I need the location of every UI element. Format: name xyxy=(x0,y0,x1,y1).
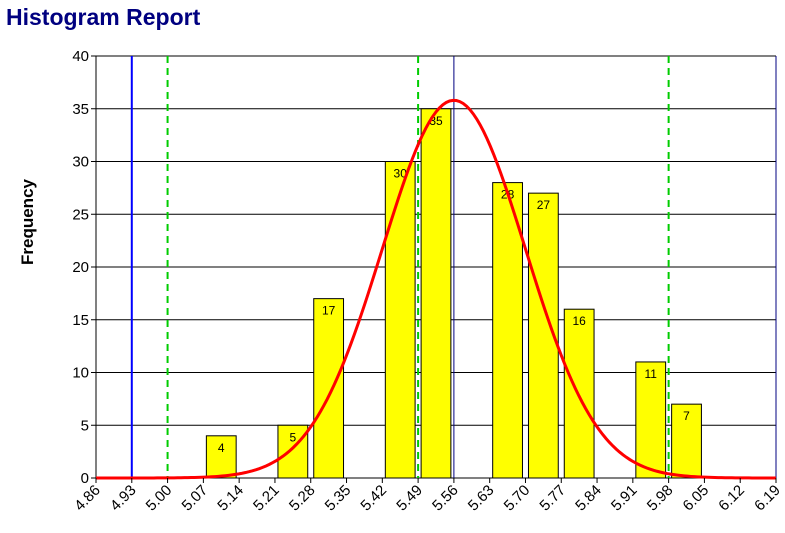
y-tick-label: 15 xyxy=(72,312,89,329)
y-tick-label: 10 xyxy=(72,365,89,382)
bar-value-label: 11 xyxy=(645,367,658,381)
histogram-bar xyxy=(492,182,523,479)
x-tick-label: 5.56 xyxy=(429,482,462,515)
bar-value-label: 27 xyxy=(537,198,551,212)
histogram-bar xyxy=(671,403,702,479)
page-title: Histogram Report xyxy=(6,4,201,30)
y-tick-label: 5 xyxy=(81,417,89,434)
x-tick-label: 5.21 xyxy=(250,482,283,515)
histogram-bar xyxy=(420,108,452,479)
histogram-bar xyxy=(205,435,237,479)
histogram-bar xyxy=(384,161,416,479)
normal-curve xyxy=(96,98,776,480)
x-tick-label: 5.35 xyxy=(322,482,355,515)
x-tick-label: 4.93 xyxy=(107,482,140,515)
x-tick-label: 5.98 xyxy=(644,482,677,515)
y-tick-label: 30 xyxy=(72,154,89,171)
x-tick-label: 5.07 xyxy=(179,482,212,515)
x-tick-label: 5.91 xyxy=(608,482,641,515)
x-tick-label: 5.00 xyxy=(143,482,176,515)
bar-value-label: 5 xyxy=(289,430,296,444)
bar-value-label: 30 xyxy=(394,167,408,181)
y-tick-label: 25 xyxy=(72,206,89,223)
x-tick-label: 5.49 xyxy=(393,482,426,515)
y-tick-label: 20 xyxy=(72,259,89,276)
x-tick-label: 5.63 xyxy=(465,482,498,515)
bar-value-label: 7 xyxy=(683,409,690,423)
histogram-bar xyxy=(277,424,309,479)
histogram-bar xyxy=(313,298,345,479)
bar-value-label: 17 xyxy=(322,304,336,318)
x-tick-label: 6.19 xyxy=(751,482,784,515)
y-tick-label: 0 xyxy=(81,470,89,487)
x-tick-label: 5.28 xyxy=(286,482,319,515)
x-tick-label: 5.84 xyxy=(572,482,605,515)
x-tick-label: 6.12 xyxy=(715,482,748,515)
y-tick-label: 35 xyxy=(72,101,89,118)
x-tick-label: 5.70 xyxy=(501,482,534,515)
x-tick-label: 5.14 xyxy=(214,482,247,515)
y-tick-label: 40 xyxy=(72,48,89,65)
x-tick-label: 5.77 xyxy=(536,482,569,515)
bar-value-label: 16 xyxy=(572,314,586,328)
histogram-bar xyxy=(635,361,667,479)
bar-value-label: 4 xyxy=(218,441,225,455)
x-tick-label: 4.86 xyxy=(71,482,104,515)
x-tick-label: 5.42 xyxy=(357,482,390,515)
x-tick-label: 6.05 xyxy=(680,482,713,515)
